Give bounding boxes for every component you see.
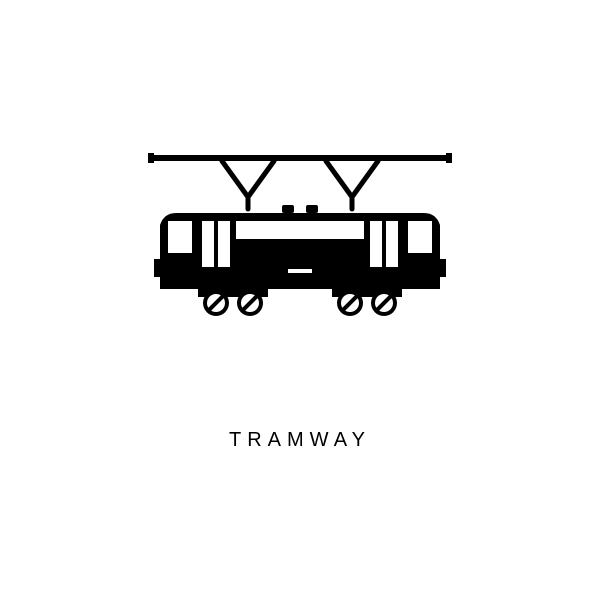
icon-caption: TRAMWAY xyxy=(229,429,371,452)
tramway-icon xyxy=(140,109,460,369)
